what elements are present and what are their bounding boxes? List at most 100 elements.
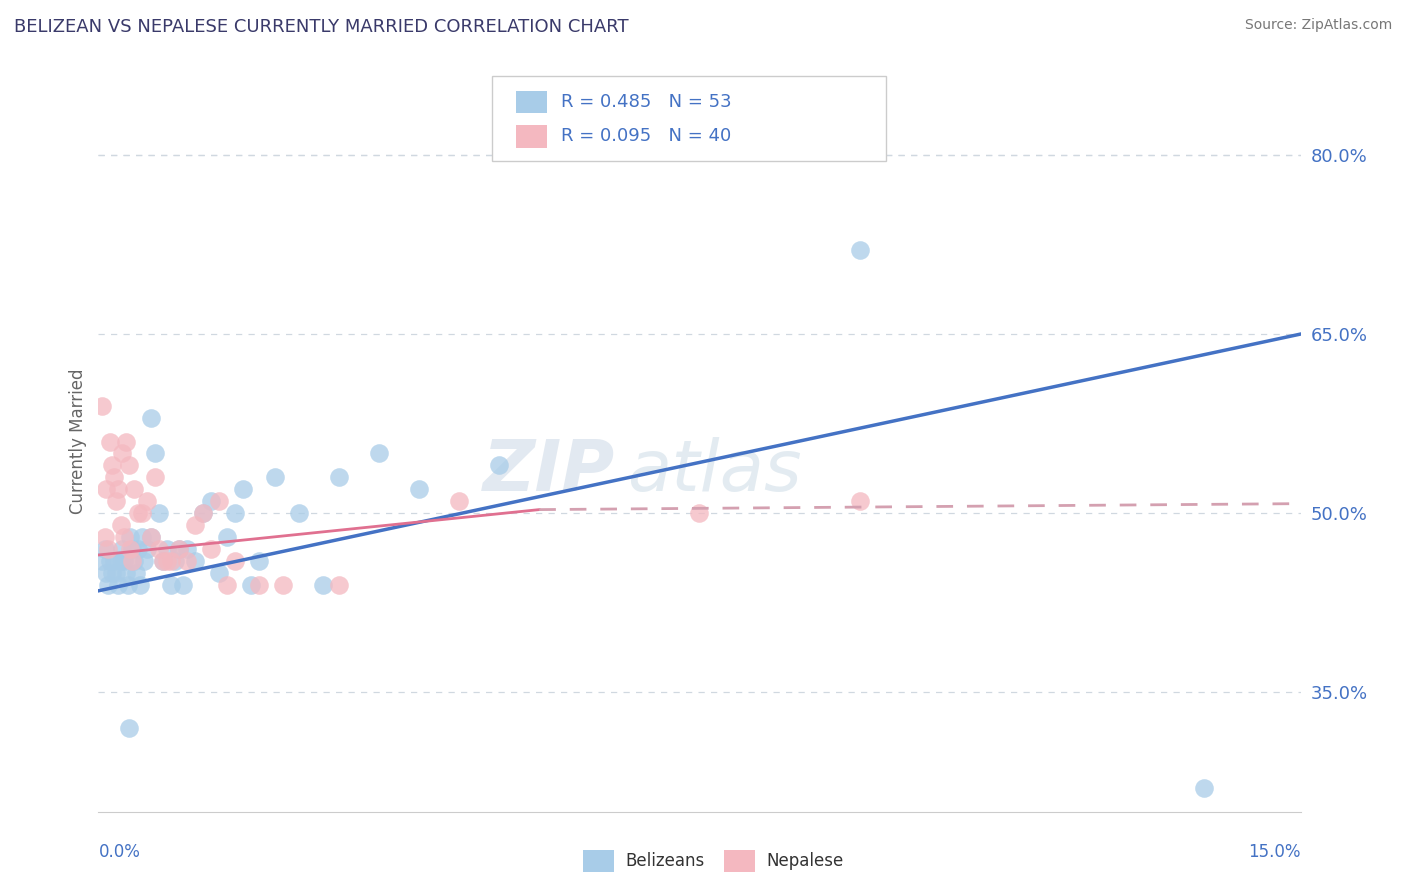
Point (120, 541, 142, 556)
Point (96, 483, 118, 497)
Point (112, 554, 135, 568)
Point (118, 458, 141, 473)
Point (849, 244, 872, 258)
Point (118, 721, 141, 735)
Point (183, 518, 205, 533)
Point (91, 399, 114, 413)
Point (167, 541, 190, 556)
Point (155, 541, 177, 556)
Point (688, 506, 710, 520)
Point (101, 566, 124, 580)
Point (215, 530, 238, 544)
Point (176, 554, 198, 568)
Text: ZIP: ZIP (484, 437, 616, 506)
Point (100, 554, 122, 568)
Point (224, 554, 246, 568)
Point (200, 494, 222, 508)
Text: R = 0.095   N = 40: R = 0.095 N = 40 (561, 128, 731, 145)
Point (128, 541, 150, 556)
Point (139, 530, 162, 544)
Point (176, 541, 198, 556)
Text: R = 0.485   N = 53: R = 0.485 N = 53 (561, 93, 731, 111)
Point (328, 578, 350, 592)
Point (159, 554, 181, 568)
Point (103, 470, 125, 484)
Point (191, 506, 214, 520)
Point (135, 541, 157, 556)
Point (100, 434, 122, 449)
Point (148, 541, 170, 556)
Point (1194, 780, 1216, 795)
Point (97, 578, 120, 592)
Point (143, 470, 166, 484)
Point (110, 518, 132, 533)
Point (135, 494, 157, 508)
Point (131, 506, 153, 520)
Point (121, 541, 143, 556)
Point (143, 446, 166, 460)
Point (447, 494, 470, 508)
Point (849, 494, 872, 508)
Point (139, 410, 162, 425)
Point (287, 506, 309, 520)
Point (159, 578, 181, 592)
Point (110, 554, 132, 568)
Y-axis label: Currently Married: Currently Married (69, 368, 87, 515)
Point (97, 541, 120, 556)
Point (131, 530, 153, 544)
Point (105, 566, 128, 580)
Point (124, 554, 146, 568)
Point (139, 530, 162, 544)
Point (224, 506, 246, 520)
Point (103, 554, 125, 568)
Point (208, 494, 231, 508)
Point (111, 541, 134, 556)
Point (408, 483, 430, 497)
Point (215, 578, 238, 592)
Point (96, 566, 118, 580)
Point (263, 470, 285, 484)
Point (115, 566, 138, 580)
Point (107, 578, 129, 592)
Text: Belizeans: Belizeans (626, 852, 704, 871)
Point (271, 578, 294, 592)
Text: atlas: atlas (627, 437, 801, 506)
Point (94, 530, 117, 544)
Point (232, 483, 254, 497)
Text: 15.0%: 15.0% (1249, 843, 1301, 861)
Text: Source: ZipAtlas.com: Source: ZipAtlas.com (1244, 18, 1392, 32)
Point (152, 554, 174, 568)
Point (183, 554, 205, 568)
Point (200, 541, 222, 556)
Point (94, 541, 117, 556)
Point (117, 578, 139, 592)
Text: 0.0%: 0.0% (98, 843, 141, 861)
Point (107, 483, 129, 497)
Point (128, 506, 150, 520)
Point (101, 458, 124, 473)
Point (120, 530, 142, 544)
Point (124, 483, 146, 497)
Text: Nepalese: Nepalese (766, 852, 844, 871)
Point (208, 566, 231, 580)
Text: BELIZEAN VS NEPALESE CURRENTLY MARRIED CORRELATION CHART: BELIZEAN VS NEPALESE CURRENTLY MARRIED C… (14, 18, 628, 36)
Point (152, 554, 174, 568)
Point (328, 470, 350, 484)
Point (247, 554, 270, 568)
Point (312, 578, 335, 592)
Point (368, 446, 391, 460)
Point (163, 554, 186, 568)
Point (488, 458, 510, 473)
Point (247, 578, 270, 592)
Point (172, 578, 194, 592)
Point (125, 566, 148, 580)
Point (132, 554, 155, 568)
Point (148, 506, 170, 520)
Point (111, 446, 134, 460)
Point (105, 494, 128, 508)
Point (91, 554, 114, 568)
Point (121, 554, 143, 568)
Point (167, 541, 190, 556)
Point (155, 554, 177, 568)
Point (191, 506, 214, 520)
